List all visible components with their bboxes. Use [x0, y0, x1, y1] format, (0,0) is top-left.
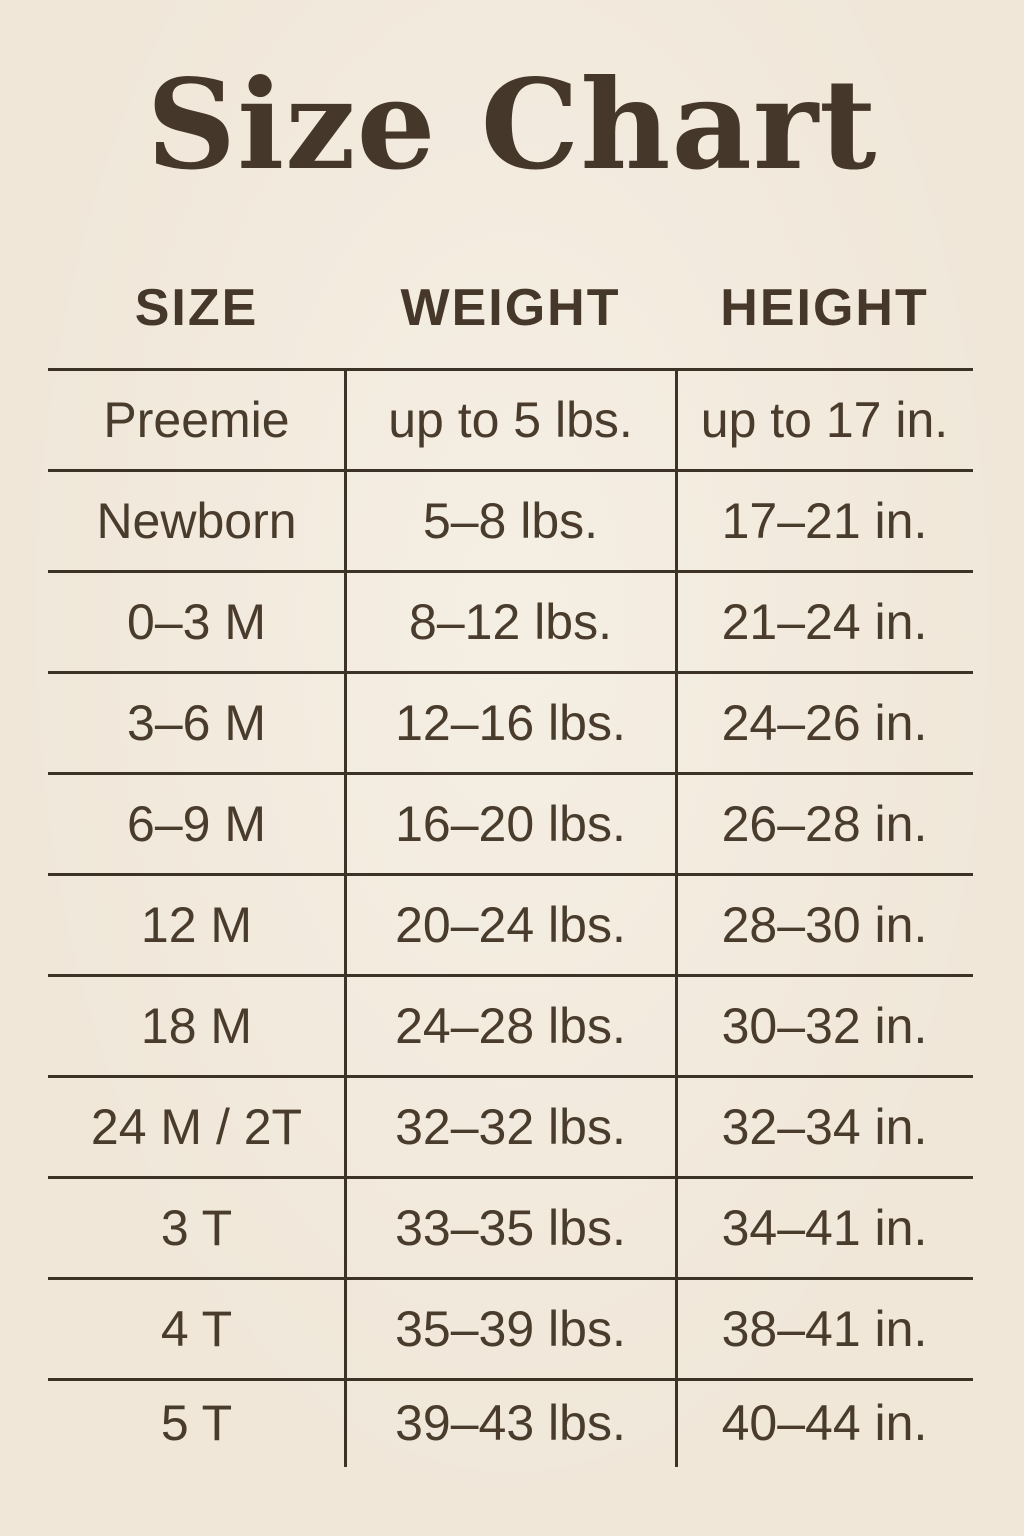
size-cell: 3–6 M: [127, 695, 266, 751]
height-cell: 28–30 in.: [721, 897, 928, 953]
table-row: 3–6 M 12–16 lbs. 24–26 in.: [48, 674, 973, 775]
size-cell: 4 T: [160, 1301, 233, 1357]
weight-cell: 35–39 lbs.: [395, 1301, 626, 1357]
table-row: 18 M 24–28 lbs. 30–32 in.: [48, 977, 973, 1078]
weight-cell: 8–12 lbs.: [409, 594, 612, 650]
size-cell: 12 M: [140, 897, 253, 953]
table-row: 12 M 20–24 lbs. 28–30 in.: [48, 876, 973, 977]
table-row: 3 T 33–35 lbs. 34–41 in.: [48, 1179, 973, 1280]
weight-cell: 24–28 lbs.: [395, 998, 626, 1054]
column-header-height: HEIGHT: [720, 279, 929, 337]
height-cell: 30–32 in.: [721, 998, 928, 1054]
height-cell: 32–34 in.: [721, 1099, 928, 1155]
table-row: Newborn 5–8 lbs. 17–21 in.: [48, 472, 973, 573]
table-row: Preemie up to 5 lbs. up to 17 in.: [48, 371, 973, 472]
table-body: Preemie up to 5 lbs. up to 17 in. Newborn 5–…: [48, 368, 973, 1465]
weight-cell: 12–16 lbs.: [395, 695, 626, 751]
height-cell: up to 17 in.: [700, 392, 949, 448]
size-cell: 18 M: [140, 998, 253, 1054]
table-row: 5 T 39–43 lbs. 40–44 in.: [48, 1381, 973, 1465]
height-cell: 17–21 in.: [721, 493, 928, 549]
page-title: Size Chart: [146, 53, 878, 198]
weight-cell: 32–32 lbs.: [395, 1099, 626, 1155]
size-cell: 5 T: [160, 1395, 233, 1451]
weight-cell: up to 5 lbs.: [388, 392, 633, 448]
weight-cell: 33–35 lbs.: [395, 1200, 626, 1256]
column-divider-right: [675, 368, 678, 1467]
column-header-weight: WEIGHT: [400, 279, 621, 337]
table-row: 4 T 35–39 lbs. 38–41 in.: [48, 1280, 973, 1381]
size-cell: 6–9 M: [127, 796, 266, 852]
size-cell: 3 T: [160, 1200, 233, 1256]
column-header-size: SIZE: [134, 279, 259, 337]
height-cell: 34–41 in.: [721, 1200, 928, 1256]
weight-cell: 5–8 lbs.: [422, 493, 599, 549]
table-row: 0–3 M 8–12 lbs. 21–24 in.: [48, 573, 973, 674]
table-header-row: SIZE WEIGHT HEIGHT: [48, 268, 973, 348]
table-row: 6–9 M 16–20 lbs. 26–28 in.: [48, 775, 973, 876]
size-cell: Newborn: [96, 493, 297, 549]
height-cell: 21–24 in.: [721, 594, 928, 650]
height-cell: 40–44 in.: [721, 1395, 928, 1451]
weight-cell: 16–20 lbs.: [395, 796, 626, 852]
size-cell: 0–3 M: [127, 594, 266, 650]
weight-cell: 20–24 lbs.: [395, 897, 626, 953]
table-row: 24 M / 2T 32–32 lbs. 32–34 in.: [48, 1078, 973, 1179]
height-cell: 38–41 in.: [721, 1301, 928, 1357]
height-cell: 26–28 in.: [721, 796, 928, 852]
column-divider-left: [344, 368, 347, 1467]
size-cell: 24 M / 2T: [90, 1099, 303, 1155]
height-cell: 24–26 in.: [721, 695, 928, 751]
weight-cell: 39–43 lbs.: [395, 1395, 626, 1451]
size-table: Preemie up to 5 lbs. up to 17 in. Newborn 5–…: [48, 368, 973, 1467]
size-cell: Preemie: [103, 392, 290, 448]
